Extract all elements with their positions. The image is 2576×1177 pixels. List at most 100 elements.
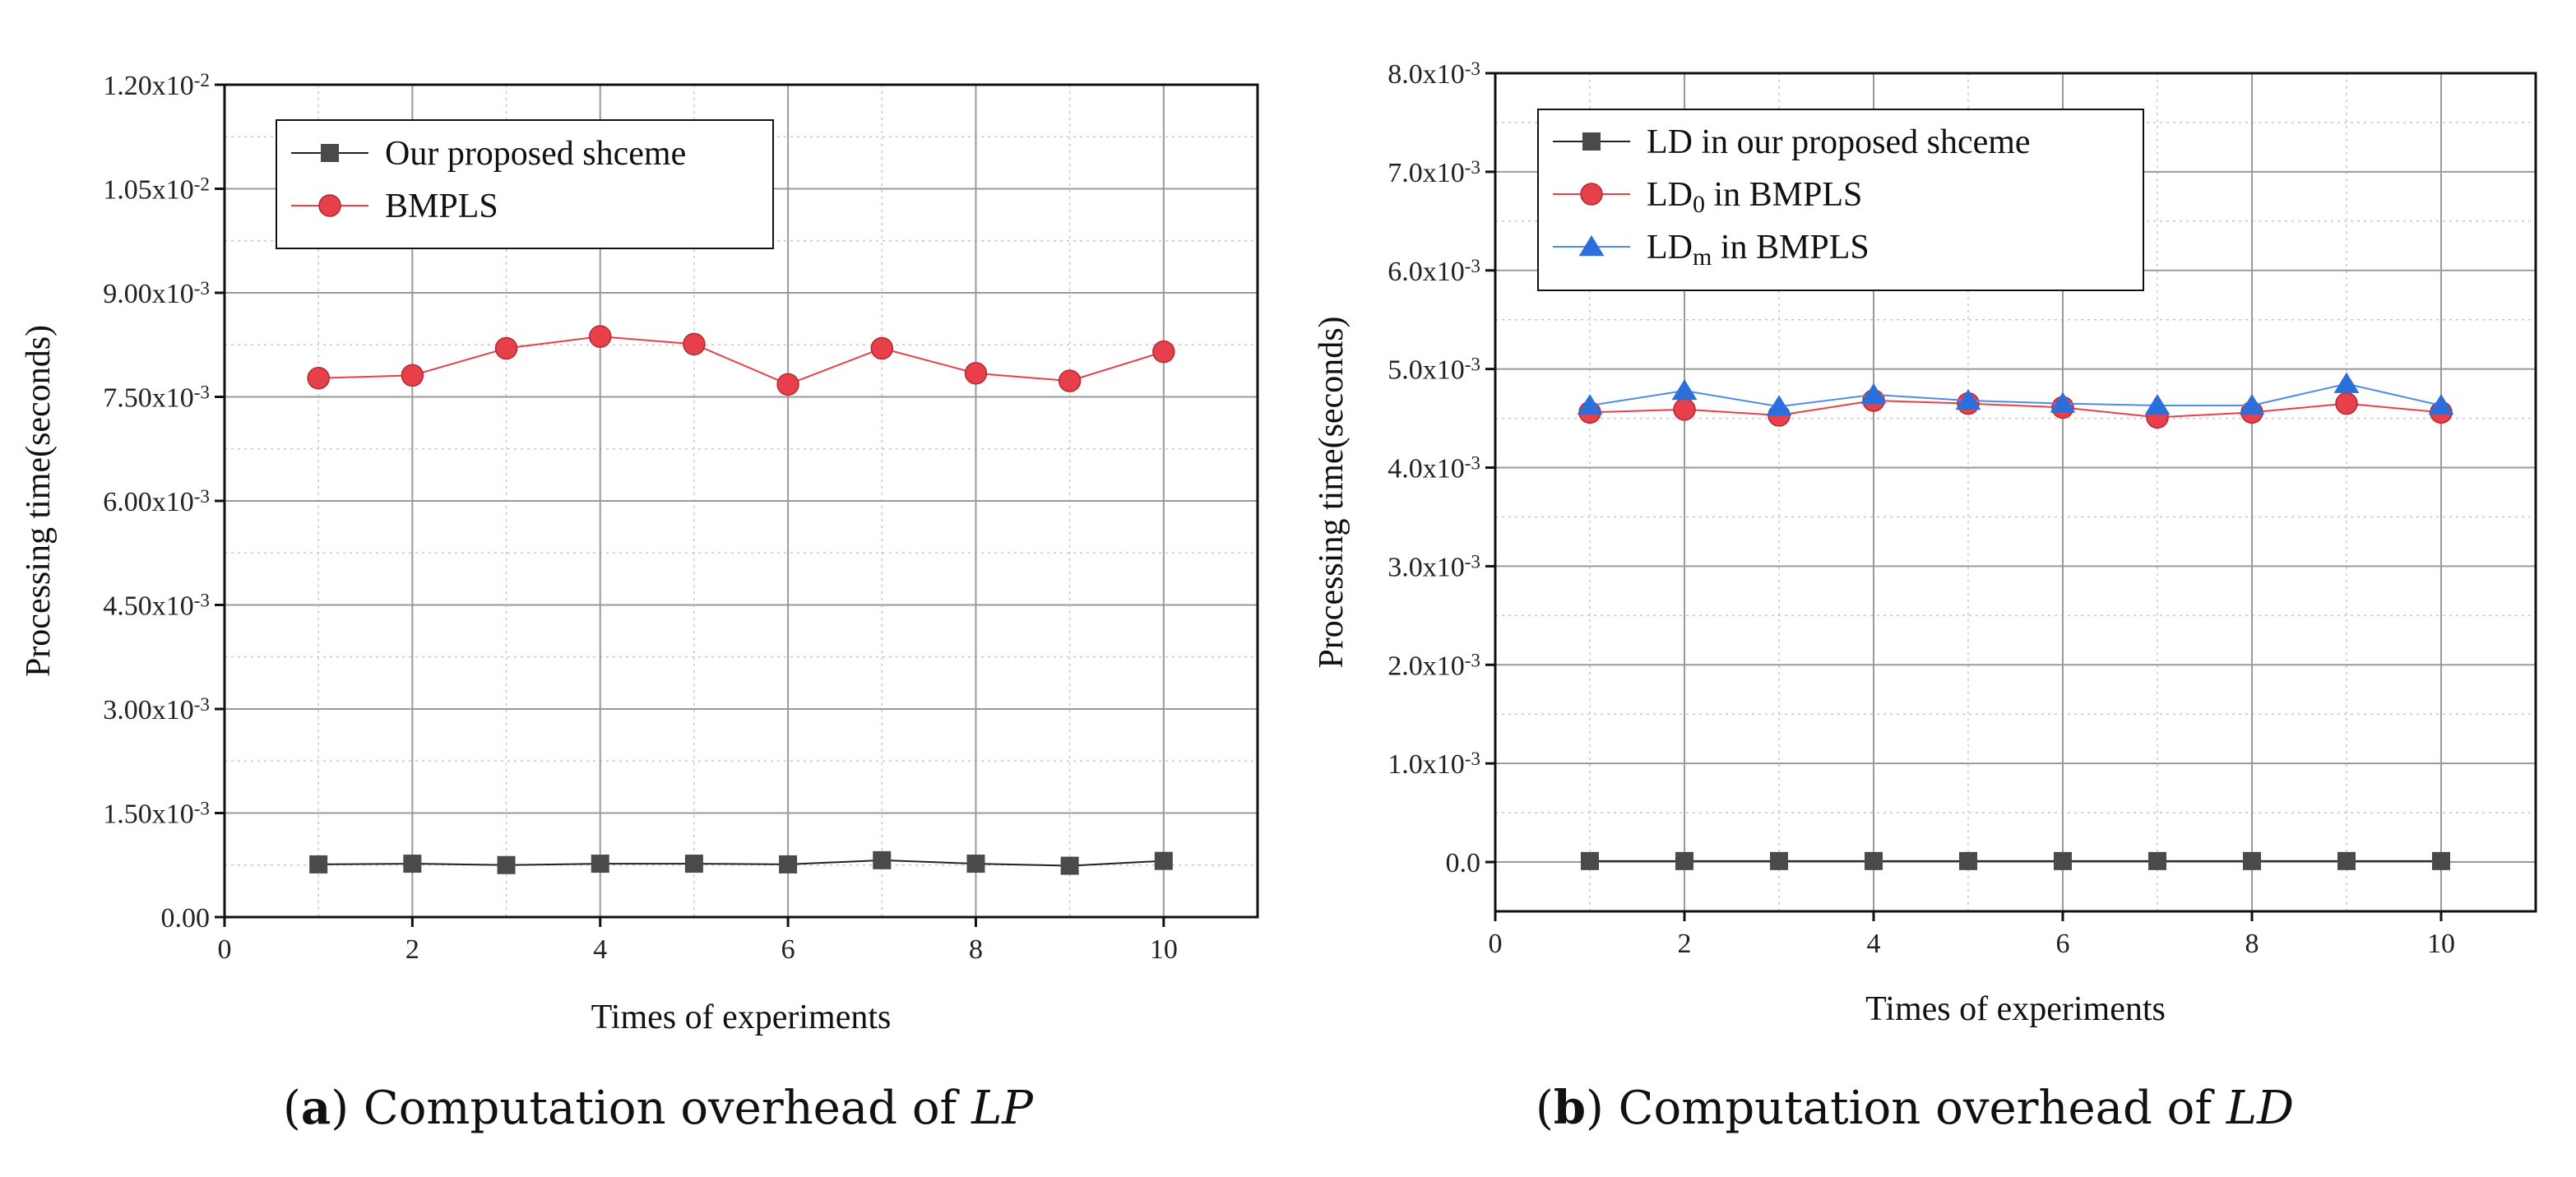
y-tick-label-exponent: -3 <box>194 486 210 507</box>
legend-marker <box>1582 132 1601 151</box>
caption-variable: LP <box>971 1082 1034 1135</box>
y-tick-label-base: 1.05x10 <box>103 175 194 206</box>
caption-paren: ( <box>1536 1082 1554 1135</box>
data-point <box>1675 851 1693 870</box>
y-tick-label-exponent: -3 <box>194 798 210 819</box>
data-point <box>2243 851 2261 870</box>
y-tick-label-exponent: -3 <box>1465 452 1480 474</box>
series-line <box>1589 400 2442 419</box>
y-tick-label-exponent: -3 <box>194 694 210 716</box>
legend-label-base: Our proposed shceme <box>385 135 686 173</box>
data-point <box>964 362 988 385</box>
data-point <box>1581 851 1599 870</box>
x-axis-label: Times of experiments <box>1865 990 2166 1028</box>
data-point <box>779 855 798 873</box>
y-tick-label-base: 6.0x10 <box>1388 257 1465 287</box>
data-point <box>2144 394 2171 415</box>
caption-paren: ( <box>283 1082 301 1135</box>
y-tick-label-base: 2.0x10 <box>1388 651 1465 681</box>
y-tick-label-exponent: -3 <box>1465 255 1480 276</box>
data-point <box>2050 392 2076 413</box>
y-tick-label: 1.0x10-3 <box>1388 748 1480 780</box>
data-point <box>1577 394 1603 415</box>
data-point <box>307 366 330 390</box>
legend-marker <box>1578 235 1605 257</box>
data-point <box>1770 851 1788 870</box>
y-tick-label: 0.0 <box>1446 848 1481 878</box>
x-tick-label: 8 <box>2245 929 2259 959</box>
caption-label: a <box>301 1081 331 1135</box>
axis-ticks: 0 2 4 6 8 100.001.50x10-33.00x10-34.50x10-36.… <box>103 70 1178 965</box>
data-point <box>1152 340 1175 364</box>
y-tick-label-exponent: -3 <box>194 590 210 611</box>
data-point <box>1060 856 1079 875</box>
y-tick-label-base: 5.0x10 <box>1388 355 1465 386</box>
x-tick-label: 6 <box>781 934 795 965</box>
x-tick-label: 6 <box>2056 929 2070 959</box>
data-point <box>870 336 894 360</box>
x-tick-label: 0 <box>218 934 232 965</box>
y-tick-label: 5.0x10-3 <box>1388 354 1480 385</box>
data-point <box>1671 379 1698 401</box>
data-point <box>2428 394 2454 415</box>
legend-label-base: LD in our proposed shceme <box>1647 123 2031 161</box>
legend-marker <box>1580 183 1603 206</box>
caption-variable: LD <box>2226 1082 2294 1135</box>
data-point <box>684 855 703 873</box>
data-point <box>873 850 892 869</box>
data-point <box>401 364 424 387</box>
y-tick-label: 3.00x10-3 <box>103 694 210 725</box>
legend-label-rest: in BMPLS <box>1712 229 1869 266</box>
x-tick-label: 10 <box>2427 929 2455 959</box>
data-point <box>1058 369 1082 392</box>
y-tick-label-exponent: -2 <box>194 174 210 195</box>
data-point <box>2337 851 2356 870</box>
y-tick-label-exponent: -3 <box>1465 157 1480 178</box>
data-point <box>309 855 328 873</box>
data-point <box>1959 851 1977 870</box>
y-tick-label: 1.50x10-3 <box>103 798 210 829</box>
data-point <box>2054 851 2072 870</box>
legend-label-base: LD <box>1647 176 1693 214</box>
y-axis-label: Processing time(seconds) <box>20 325 58 677</box>
y-tick-label-base: 6.00x10 <box>103 487 194 517</box>
x-tick-label: 4 <box>1867 929 1881 959</box>
x-axis-label: Times of experiments <box>591 999 892 1036</box>
data-point <box>1955 389 1981 410</box>
y-tick-label-exponent: -3 <box>1465 551 1480 572</box>
legend-label-rest: in BMPLS <box>1705 176 1862 214</box>
data-point <box>683 332 706 356</box>
y-tick-label: 1.20x10-2 <box>103 70 210 101</box>
caption-text: Computation overhead of <box>364 1082 971 1135</box>
legend-entry-label: Our proposed shceme <box>385 135 686 173</box>
caption-label: b <box>1554 1081 1586 1135</box>
data-point <box>591 855 609 873</box>
x-tick-label: 2 <box>405 934 419 965</box>
legend-label-base: LD <box>1647 229 1693 266</box>
data-point <box>2432 851 2450 870</box>
y-tick-label-base: 3.00x10 <box>103 695 194 725</box>
y-tick-label: 6.00x10-3 <box>103 486 210 517</box>
data-point <box>1673 398 1696 421</box>
legend-entry-label: BMPLS <box>385 188 498 225</box>
chart-panel-a: 0 2 4 6 8 100.001.50x10-33.00x10-34.50x10-36.… <box>20 70 1259 1135</box>
series-2 <box>307 325 1175 396</box>
y-tick-label-exponent: -3 <box>1465 748 1480 770</box>
data-point <box>2333 372 2360 393</box>
data-point <box>2239 394 2265 415</box>
y-tick-label-base: 0.00 <box>161 903 211 934</box>
y-tick-label: 0.00 <box>161 903 211 934</box>
legend: Our proposed shceme BMPLS <box>276 119 774 249</box>
series-line <box>318 859 1164 867</box>
data-point <box>1766 395 1792 416</box>
data-point <box>403 855 422 873</box>
data-point <box>1860 382 1887 405</box>
y-tick-label-exponent: -3 <box>1465 650 1480 671</box>
caption-text: Computation overhead of <box>1619 1082 2226 1135</box>
legend-label-subscript: m <box>1693 243 1712 271</box>
legend-box <box>276 119 774 249</box>
legend-marker <box>321 144 339 162</box>
y-tick-label-base: 1.50x10 <box>103 799 194 830</box>
